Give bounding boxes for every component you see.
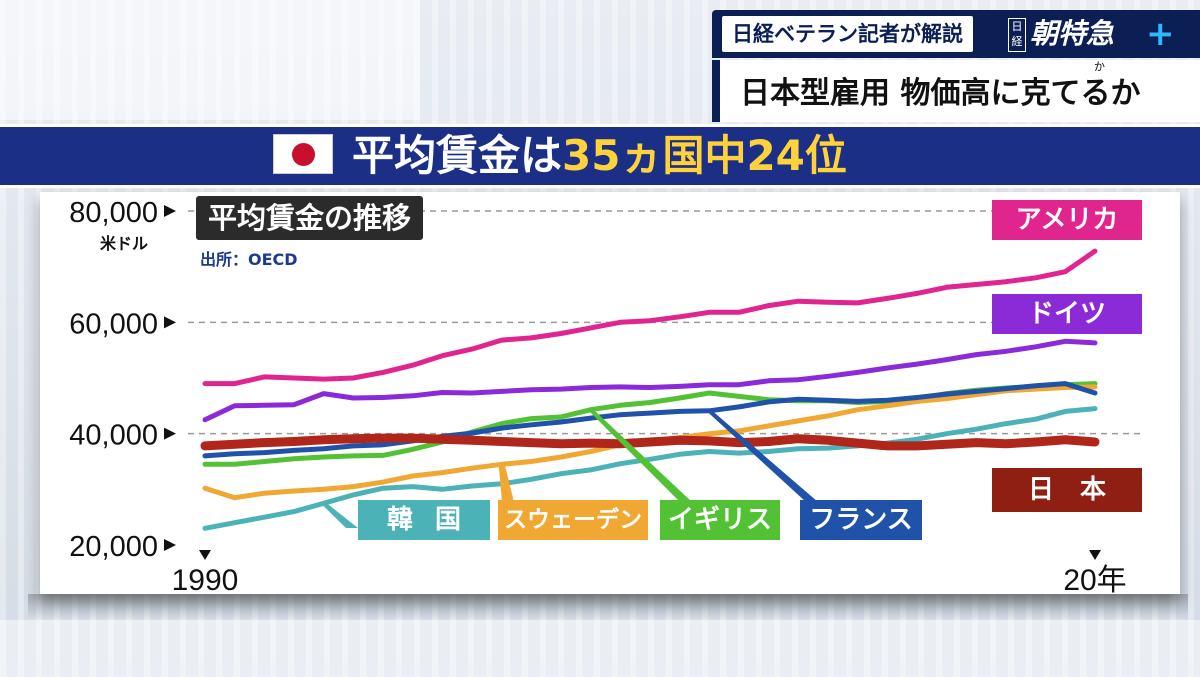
x-tick-marker (1089, 550, 1101, 560)
legend-france: フランス (800, 500, 922, 540)
background-panel-bottom (0, 620, 1200, 677)
program-logo: 日経 朝特急 + (1008, 14, 1188, 54)
y-tick-marker (164, 316, 176, 329)
legend-leader (498, 464, 514, 502)
y-tick-marker (164, 205, 176, 217)
series-lines (200, 248, 1100, 531)
logo-plus-icon: + (1146, 14, 1175, 54)
y-tick-label: 80,000 (69, 197, 158, 229)
legend-leaders (320, 409, 818, 528)
headline-part1: 平均賃金は (352, 131, 563, 180)
x-tick-label: 20年 (1063, 564, 1126, 597)
legend-leader (320, 503, 358, 528)
axis-labels: 20,000 40,000 60,000 80,000 1990 20年 (69, 197, 1126, 597)
flag-sun (292, 143, 315, 166)
y-tick-label: 40,000 (69, 420, 158, 452)
legend-japan: 日本 (992, 468, 1142, 512)
y-tick-label: 60,000 (69, 308, 158, 340)
series-line (202, 248, 1098, 387)
x-tick-marker (199, 550, 211, 560)
series-line (202, 406, 1098, 531)
headline-bar (0, 124, 1200, 188)
x-tick-label: 1990 (172, 564, 239, 597)
y-tick-marker (164, 427, 176, 440)
legend-leader (706, 410, 818, 502)
topic-title: 日本型雇用 物価高に克てるか (740, 76, 1141, 111)
topic-box (712, 60, 1200, 122)
legend-sweden: スウェーデン (498, 500, 648, 540)
headline-part2: 35ヵ国中24位 (562, 131, 847, 180)
legend-germany: ドイツ (992, 294, 1142, 334)
topic-ruby: か (1094, 60, 1105, 73)
legend-leader (587, 409, 692, 502)
program-label: 日経ベテラン記者が解説 (722, 16, 973, 52)
chart-source: 出所：OECD (200, 250, 298, 269)
legend-usa: アメリカ (992, 200, 1142, 240)
japan-flag-icon (273, 134, 333, 174)
legend-korea: 韓国 (358, 500, 490, 540)
series-line (202, 338, 1098, 423)
logo-small-text: 日経 (1008, 18, 1026, 52)
series-line (202, 381, 1098, 459)
y-axis-unit: 米ドル (100, 234, 149, 253)
legend-uk: イギリス (660, 500, 780, 540)
logo-main-text: 朝特急 (1030, 17, 1115, 50)
headline: 平均賃金は35ヵ国中24位 (352, 128, 847, 184)
y-tick-label: 20,000 (69, 531, 158, 563)
chart-title: 平均賃金の推移 (196, 196, 424, 240)
series-line (200, 433, 1100, 451)
panel-shadow (28, 594, 1188, 620)
y-tick-marker (164, 539, 176, 551)
background-panel-left (0, 0, 420, 120)
